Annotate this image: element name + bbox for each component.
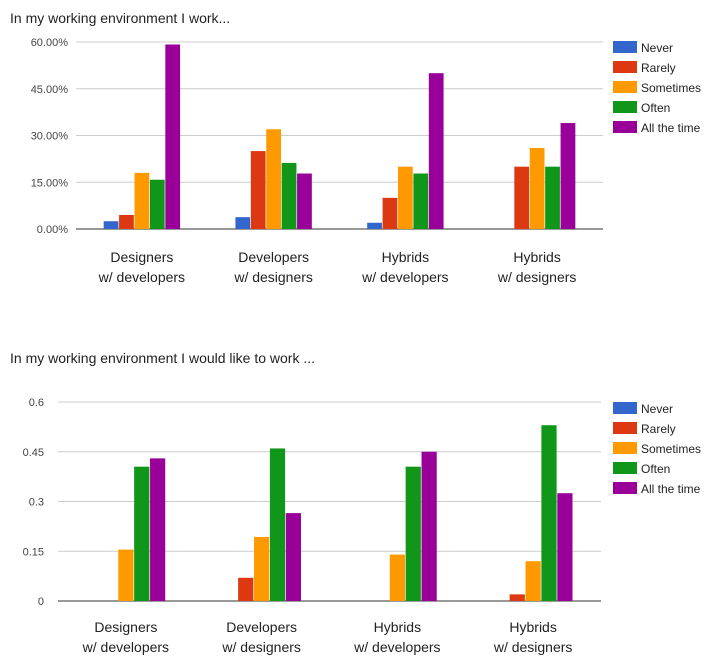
x-category-label: Developers	[238, 249, 309, 265]
y-tick-label: 0.15	[23, 546, 44, 558]
bar-sometimes[interactable]	[397, 166, 413, 229]
bar-sometimes[interactable]	[254, 536, 270, 601]
x-category-label: Hybrids	[509, 619, 556, 635]
y-tick-label: 0.00%	[37, 224, 68, 236]
legend-label: All the time	[641, 482, 701, 496]
y-tick-label: 0.3	[29, 497, 44, 509]
bar-often[interactable]	[413, 173, 429, 229]
legend-label: Sometimes	[641, 81, 701, 95]
bar-sometimes[interactable]	[525, 561, 541, 601]
x-category-label: w/ designers	[497, 269, 577, 285]
bar-rarely[interactable]	[514, 166, 530, 229]
bar-rarely[interactable]	[509, 594, 525, 601]
x-category-label: w/ developers	[82, 639, 169, 655]
bar-never[interactable]	[367, 222, 382, 229]
legend-label: Sometimes	[641, 442, 701, 456]
legend-swatch-never	[613, 41, 637, 53]
bar-sometimes[interactable]	[118, 549, 134, 601]
y-tick-label: 60.00%	[31, 37, 69, 49]
x-category-label: w/ developers	[353, 639, 440, 655]
legend-swatch-sometimes	[613, 442, 637, 454]
x-category-label: w/ designers	[233, 269, 313, 285]
bar-rarely[interactable]	[250, 151, 266, 229]
x-category-label: w/ developers	[361, 269, 448, 285]
bar-all-the-time[interactable]	[165, 44, 181, 229]
legend-swatch-rarely	[613, 61, 637, 73]
x-category-label: w/ designers	[221, 639, 301, 655]
legend-swatch-rarely	[613, 422, 637, 434]
y-tick-label: 0.45	[23, 447, 44, 459]
legend-label: Often	[641, 462, 670, 476]
legend-label: Rarely	[641, 61, 676, 75]
y-tick-label: 45.00%	[31, 84, 69, 96]
bar-rarely[interactable]	[119, 214, 134, 229]
bar-often[interactable]	[149, 179, 165, 229]
bar-often[interactable]	[281, 162, 297, 229]
chart-work-current: In my working environment I work... 0.00…	[0, 0, 711, 300]
legend-swatch-sometimes	[613, 81, 637, 93]
legend-swatch-often	[613, 462, 637, 474]
bar-rarely[interactable]	[238, 577, 254, 601]
x-category-label: w/ designers	[493, 639, 573, 655]
bar-all-the-time[interactable]	[560, 123, 576, 229]
bar-often[interactable]	[269, 448, 286, 601]
legend-swatch-all-the-time	[613, 121, 637, 133]
legend-label: Never	[641, 41, 673, 55]
bar-often[interactable]	[405, 466, 421, 601]
bar-sometimes[interactable]	[389, 554, 405, 601]
legend-label: All the time	[641, 121, 701, 135]
bar-all-the-time[interactable]	[428, 73, 444, 230]
bar-sometimes[interactable]	[266, 129, 282, 229]
bar-rarely[interactable]	[382, 197, 398, 229]
bar-often[interactable]	[134, 466, 150, 601]
x-category-label: Hybrids	[513, 249, 560, 265]
bar-all-the-time[interactable]	[557, 493, 573, 601]
bar-all-the-time[interactable]	[285, 513, 301, 601]
chart-title: In my working environment I would like t…	[10, 350, 316, 366]
bar-sometimes[interactable]	[134, 172, 150, 229]
y-tick-label: 15.00%	[31, 177, 69, 189]
y-tick-label: 0.6	[29, 397, 44, 409]
y-tick-label: 30.00%	[31, 131, 69, 143]
bar-often[interactable]	[541, 425, 557, 601]
bar-often[interactable]	[545, 166, 560, 229]
legend-swatch-all-the-time	[613, 482, 637, 494]
bar-all-the-time[interactable]	[150, 458, 166, 601]
legend-swatch-never	[613, 402, 637, 414]
bar-never[interactable]	[103, 221, 119, 229]
legend-label: Rarely	[641, 422, 676, 436]
x-category-label: Hybrids	[374, 619, 421, 635]
bar-all-the-time[interactable]	[297, 173, 312, 229]
x-category-label: w/ developers	[98, 269, 185, 285]
bar-all-the-time[interactable]	[421, 451, 437, 601]
x-category-label: Designers	[94, 619, 157, 635]
chart-title: In my working environment I work...	[10, 10, 231, 26]
y-tick-label: 0	[38, 596, 44, 608]
x-category-label: Developers	[226, 619, 297, 635]
x-category-label: Designers	[110, 249, 173, 265]
legend-label: Often	[641, 101, 670, 115]
chart-plot: 0.00% 15.00% 30.00% 45.00% 60.00% Designers w/…	[31, 37, 701, 285]
bar-never[interactable]	[235, 217, 251, 229]
legend-swatch-often	[613, 101, 637, 113]
bar-sometimes[interactable]	[529, 147, 545, 229]
legend-label: Never	[641, 402, 673, 416]
x-category-label: Hybrids	[382, 249, 429, 265]
